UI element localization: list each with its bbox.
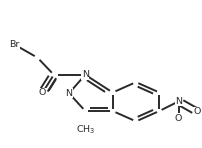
Text: O: O (192, 107, 200, 116)
Text: N: N (81, 70, 88, 79)
Text: O: O (174, 114, 181, 123)
Text: N: N (65, 89, 72, 98)
Text: O: O (39, 88, 46, 97)
Text: CH$_3$: CH$_3$ (75, 124, 95, 136)
Text: N: N (174, 97, 181, 106)
Text: Br: Br (9, 40, 19, 49)
